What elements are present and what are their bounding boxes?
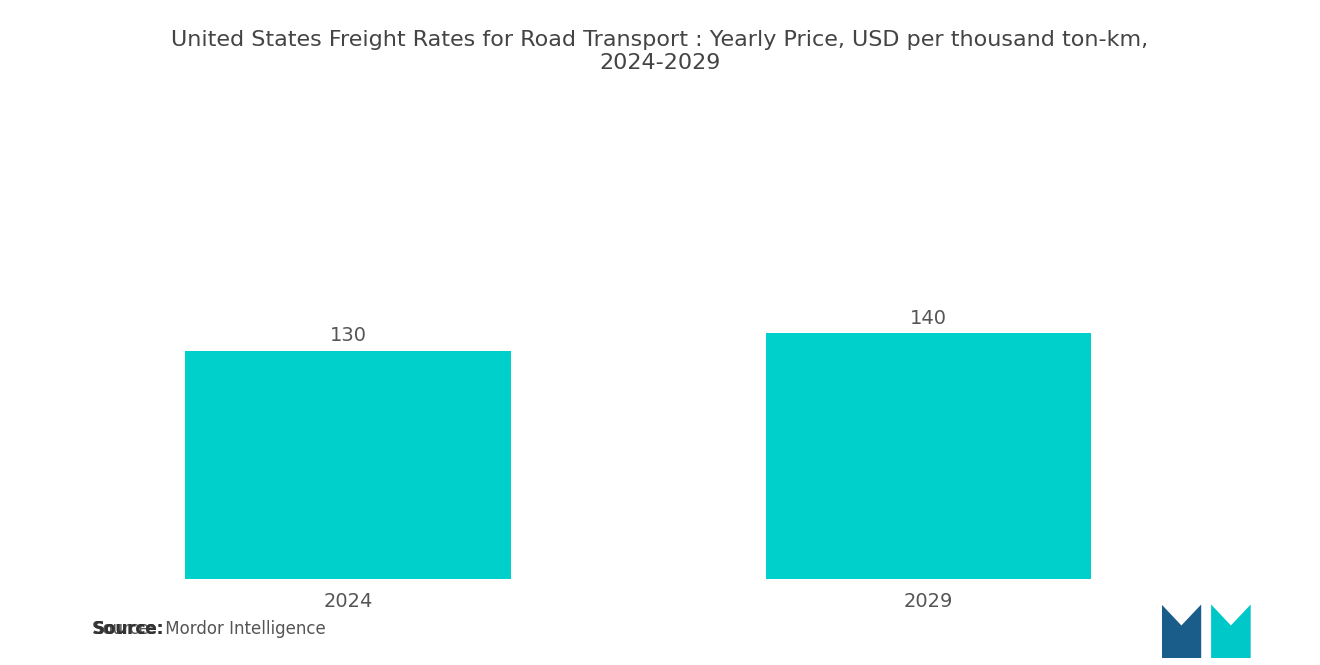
Bar: [766, 333, 1092, 579]
Text: 130: 130: [330, 327, 367, 345]
Text: Source:  Mordor Intelligence: Source: Mordor Intelligence: [92, 620, 326, 638]
Text: United States Freight Rates for Road Transport : Yearly Price, USD per thousand : United States Freight Rates for Road Tra…: [172, 30, 1148, 73]
Bar: [185, 350, 511, 579]
Text: 140: 140: [911, 309, 948, 328]
Text: Source:: Source:: [92, 620, 164, 638]
Text: Source:: Source:: [92, 620, 164, 638]
